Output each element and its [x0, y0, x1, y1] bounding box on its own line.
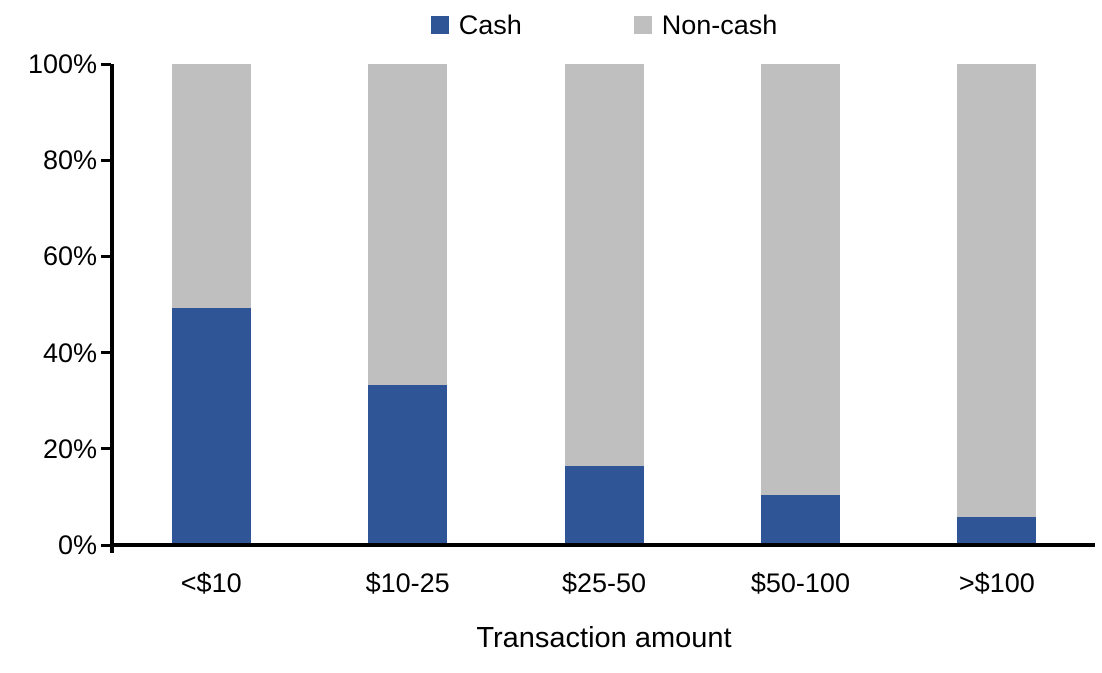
x-tick-label: <$10 [180, 568, 242, 598]
y-tick-mark [101, 447, 111, 451]
bar-segment-cash [564, 466, 644, 543]
y-tick-label: 60% [42, 241, 97, 272]
bar-column [113, 64, 309, 543]
y-tick-mark [101, 543, 111, 547]
legend: Cash Non-cash [113, 10, 1095, 40]
y-tick-label: 20% [42, 433, 97, 464]
bar-stack [368, 64, 448, 543]
legend-item-noncash: Non-cash [633, 10, 778, 40]
bar-segment-cash [957, 516, 1037, 543]
bar-segment-cash [171, 308, 251, 543]
bar-stack [957, 64, 1037, 543]
y-tick-label: 100% [27, 49, 97, 79]
cash-swatch-icon [430, 16, 449, 34]
legend-item-cash: Cash [430, 10, 522, 40]
y-axis-line [110, 64, 114, 553]
bar-segment-non-cash [368, 64, 448, 385]
noncash-swatch-icon [633, 16, 652, 34]
bar-segment-non-cash [564, 64, 644, 467]
y-tick-mark [101, 351, 111, 355]
x-axis-labels: <$10 $10-25 $25-50 $50-100 >$100 [113, 566, 1095, 600]
bar-column [899, 64, 1095, 543]
x-tick-label: $50-100 [750, 568, 850, 598]
legend-label-noncash: Non-cash [661, 10, 778, 40]
bar-column [506, 64, 702, 543]
bar-column [702, 64, 898, 543]
bar-column [309, 64, 505, 543]
bar-segment-non-cash [760, 64, 840, 496]
y-tick-label: 80% [42, 145, 97, 176]
x-axis-title: Transaction amount [476, 622, 732, 654]
legend-label-cash: Cash [458, 10, 522, 40]
bar-segment-cash [368, 384, 448, 543]
bar-segment-cash [760, 495, 840, 543]
bar-stack [760, 64, 840, 543]
x-tick-label: $25-50 [561, 568, 647, 598]
y-tick-mark [101, 62, 111, 66]
bar-stack [171, 64, 251, 543]
bar-stack [564, 64, 644, 543]
y-tick-label: 0% [57, 530, 97, 560]
x-axis-line [110, 543, 1095, 547]
x-tick-label: >$100 [958, 568, 1035, 598]
bar-segment-non-cash [171, 64, 251, 309]
bars-row [113, 64, 1095, 543]
x-tick-label: $10-25 [365, 568, 450, 598]
y-tick-label: 40% [42, 337, 97, 368]
y-tick-mark [101, 158, 111, 162]
bar-segment-non-cash [957, 64, 1037, 517]
y-tick-mark [101, 254, 111, 258]
